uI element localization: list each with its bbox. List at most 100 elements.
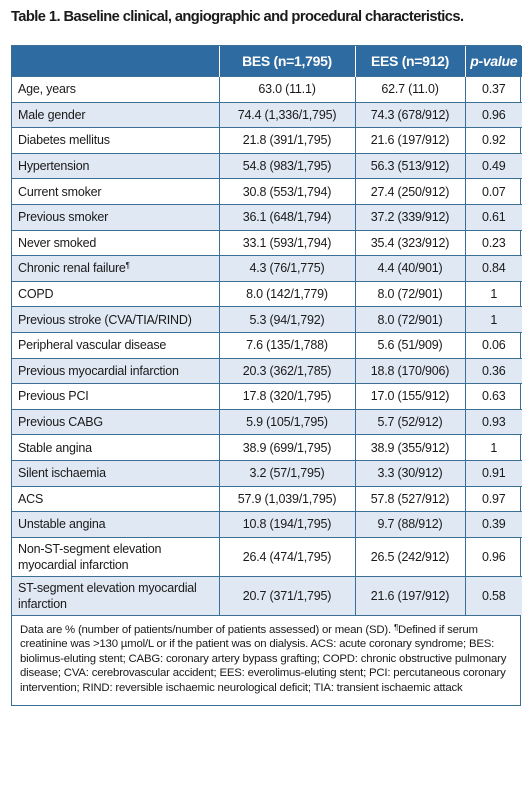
bes-value: 57.9 (1,039/1,795) xyxy=(218,485,355,512)
row-label: Silent ischaemia xyxy=(12,459,219,486)
p-value: 1 xyxy=(464,434,522,461)
ees-value: 8.0 (72/901) xyxy=(354,280,465,307)
bes-value: 21.8 (391/1,795) xyxy=(218,127,355,154)
p-value: 0.96 xyxy=(464,536,522,577)
bes-value: 30.8 (553/1,794) xyxy=(218,178,355,205)
bes-value: 26.4 (474/1,795) xyxy=(218,536,355,577)
bes-value: 33.1 (593/1,794) xyxy=(218,229,355,256)
row-label: Diabetes mellitus xyxy=(12,127,219,154)
row-label-text: Silent ischaemia xyxy=(18,466,106,481)
bes-value: 63.0 (11.1) xyxy=(218,76,355,103)
footnote-marker: ¶ xyxy=(125,261,130,271)
p-value: 0.23 xyxy=(464,229,522,256)
header-ees: EES (n=912) xyxy=(354,46,465,77)
row-label: Peripheral vascular disease xyxy=(12,331,219,359)
bes-value: 20.3 (362/1,785) xyxy=(218,357,355,384)
ees-value: 57.8 (527/912) xyxy=(354,485,465,512)
row-label: Non-ST-segment elevation myocardial infa… xyxy=(12,536,219,577)
footnote-text: Defined if serum creatinine was >130 µmo… xyxy=(20,623,507,695)
ees-value: 21.6 (197/912) xyxy=(354,127,465,154)
row-label-text: Current smoker xyxy=(18,184,102,199)
row-label-text: Non-ST-segment elevation myocardial infa… xyxy=(18,541,162,572)
table-row: Previous CABG 5.9 (105/1,795) 5.7 (52/912)… xyxy=(12,408,522,435)
row-label: Previous CABG xyxy=(12,408,219,435)
ees-value: 5.7 (52/912) xyxy=(354,408,465,435)
row-label: Previous smoker xyxy=(12,203,219,231)
bes-value: 17.8 (320/1,795) xyxy=(218,383,355,410)
bes-value: 10.8 (194/1,795) xyxy=(218,511,355,538)
header-label xyxy=(12,46,219,77)
row-label: Male gender xyxy=(12,101,219,128)
row-label: ACS xyxy=(12,485,219,512)
ees-value: 38.9 (355/912) xyxy=(354,434,465,461)
ees-value: 4.4 (40/901) xyxy=(354,255,465,282)
row-label-text: Male gender xyxy=(18,107,86,122)
row-label: Stable angina xyxy=(12,434,219,461)
table-row: Previous stroke (CVA/TIA/RIND) 5.3 (94/1,… xyxy=(12,306,522,333)
p-value: 0.07 xyxy=(464,178,522,205)
table-row: Non-ST-segment elevation myocardial infa… xyxy=(12,536,522,577)
row-label: Never smoked xyxy=(12,229,219,256)
row-label-text: Stable angina xyxy=(18,440,92,455)
bes-value: 74.4 (1,336/1,795) xyxy=(218,101,355,128)
row-label-text: Chronic renal failure xyxy=(18,261,126,276)
row-label-text: Previous CABG xyxy=(18,415,103,430)
row-label: Age, years xyxy=(12,76,219,103)
table-row: ST-segment elevation myocardial infarcti… xyxy=(12,575,522,615)
table-row: Silent ischaemia 3.2 (57/1,795) 3.3 (30/91… xyxy=(12,459,522,486)
table-row: Unstable angina 10.8 (194/1,795) 9.7 (88/9… xyxy=(12,511,522,538)
p-value: 0.96 xyxy=(464,101,522,128)
header-pvalue-text: p-value xyxy=(470,53,518,69)
bes-value: 5.3 (94/1,792) xyxy=(218,306,355,333)
row-label-text: Diabetes mellitus xyxy=(18,133,110,148)
row-label-text: Previous PCI xyxy=(18,389,89,404)
table-row: Diabetes mellitus 21.8 (391/1,795) 21.6 (1… xyxy=(12,127,522,154)
p-value: 0.06 xyxy=(464,331,522,359)
baseline-table: BES (n=1,795) EES (n=912) p-value Age, y… xyxy=(11,45,522,706)
ees-value: 5.6 (51/909) xyxy=(354,331,465,359)
p-value: 0.84 xyxy=(464,255,522,282)
header-row: BES (n=1,795) EES (n=912) p-value xyxy=(12,46,522,77)
p-value: 0.36 xyxy=(464,357,522,384)
row-label-text: Hypertension xyxy=(18,159,90,174)
ees-value: 17.0 (155/912) xyxy=(354,383,465,410)
row-label-text: Never smoked xyxy=(18,235,97,250)
row-label-text: Age, years xyxy=(18,82,76,97)
row-label-text: ACS xyxy=(18,491,44,506)
row-label-text: Previous myocardial infarction xyxy=(18,363,179,378)
row-label-text: COPD xyxy=(18,287,54,302)
p-value: 1 xyxy=(464,280,522,307)
table-row: Peripheral vascular disease 7.6 (135/1,78… xyxy=(12,331,522,359)
bes-value: 20.7 (371/1,795) xyxy=(218,575,355,615)
table-row: ACS 57.9 (1,039/1,795) 57.8 (527/912) 0.97 xyxy=(12,485,522,512)
row-label-text: Peripheral vascular disease xyxy=(18,338,167,353)
row-label: ST-segment elevation myocardial infarcti… xyxy=(12,575,219,615)
bes-value: 36.1 (648/1,794) xyxy=(218,203,355,231)
table-row: Chronic renal failure¶ 4.3 (76/1,775) 4.4 … xyxy=(12,255,522,282)
row-label-text: Previous stroke (CVA/TIA/RIND) xyxy=(18,312,192,327)
p-value: 1 xyxy=(464,306,522,333)
table-row: COPD 8.0 (142/1,779) 8.0 (72/901) 1 xyxy=(12,280,522,307)
bes-value: 54.8 (983/1,795) xyxy=(218,152,355,179)
table-row: Current smoker 30.8 (553/1,794) 27.4 (250/… xyxy=(12,178,522,205)
header-bes: BES (n=1,795) xyxy=(218,46,355,77)
row-label-text: Unstable angina xyxy=(18,517,106,532)
ees-value: 37.2 (339/912) xyxy=(354,203,465,231)
table-row: Previous myocardial infarction 20.3 (362/… xyxy=(12,357,522,384)
ees-value: 9.7 (88/912) xyxy=(354,511,465,538)
row-label-text: Previous smoker xyxy=(18,210,109,225)
ees-value: 21.6 (197/912) xyxy=(354,575,465,615)
row-label: Current smoker xyxy=(12,178,219,205)
row-label: Hypertension xyxy=(12,152,219,179)
row-label: Previous stroke (CVA/TIA/RIND) xyxy=(12,306,219,333)
ees-value: 56.3 (513/912) xyxy=(354,152,465,179)
bes-value: 5.9 (105/1,795) xyxy=(218,408,355,435)
row-label: Previous PCI xyxy=(12,383,219,410)
bes-value: 8.0 (142/1,779) xyxy=(218,280,355,307)
footnote-mark: ¶ xyxy=(393,622,399,632)
ees-value: 35.4 (323/912) xyxy=(354,229,465,256)
table-footnote: Data are % (number of patients/number of… xyxy=(12,614,520,705)
ees-value: 3.3 (30/912) xyxy=(354,459,465,486)
row-label-text: ST-segment elevation myocardial infarcti… xyxy=(18,580,197,611)
p-value: 0.97 xyxy=(464,485,522,512)
